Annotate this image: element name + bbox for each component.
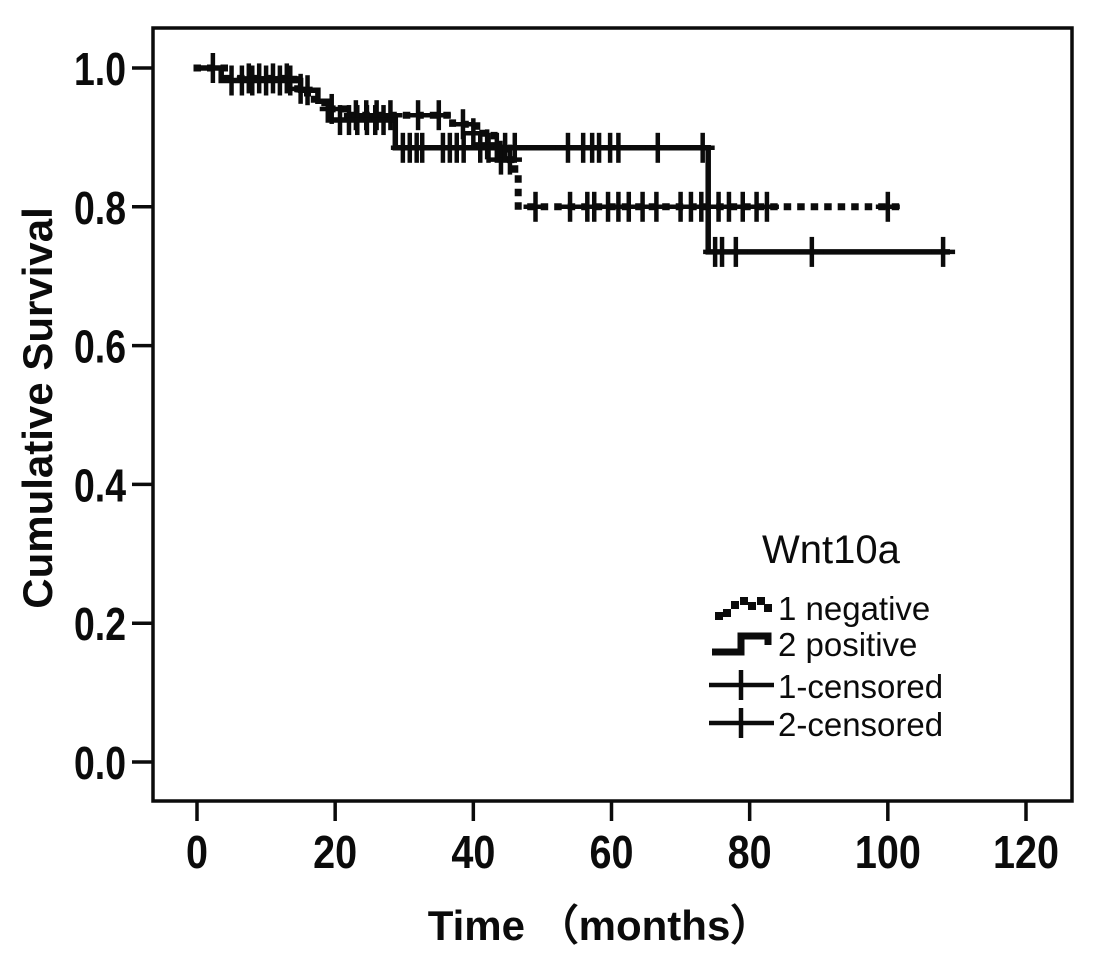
legend-glyph-solid-step [712,632,772,656]
y-axis-title: Cumulative Survival [14,207,61,608]
series-censors-2-positive [219,65,956,267]
x-tick-label: 60 [589,826,633,878]
legend-glyph-dotted-step [731,601,739,609]
legend-item: 1-censored [709,668,943,705]
legend-item-label: 1-censored [778,668,943,705]
legend-glyph-dotted-step [764,604,772,612]
x-axis: 0 20 40 60 80 100 120 [186,801,1059,878]
legend-glyph-dotted-step [740,597,748,605]
x-tick-label: 120 [993,826,1059,878]
legend-item-label: 1 negative [778,590,930,627]
plot-border [151,26,1074,803]
y-tick-label: 0.6 [74,321,126,373]
legend-glyph-dotted-step [757,597,765,605]
x-tick-label: 80 [728,826,772,878]
x-tick-label: 100 [855,826,921,878]
legend-item: 1 negative [715,590,930,627]
legend-title: Wnt10a [762,528,901,572]
legend-glyph-dotted-step [748,602,756,610]
legend-glyph-dotted-step [723,609,731,617]
legend-item-label: 2-censored [778,706,943,743]
legend-item: 2-censored [709,706,943,743]
y-tick-label: 0.0 [74,737,126,789]
legend-glyph-dotted-step [715,612,723,620]
series-line-1-negative [193,64,906,211]
y-tick-label: 0.8 [74,182,126,234]
y-tick-label: 0.2 [74,598,126,650]
x-tick-label: 40 [451,826,495,878]
y-axis: 1.0 0.8 0.6 0.4 0.2 0.0 [74,43,153,789]
x-tick-label: 0 [186,826,208,878]
y-tick-label: 1.0 [74,43,126,95]
legend-item-label: 2 positive [778,626,917,663]
x-axis-title: Time （months） [428,902,773,949]
x-tick-label: 20 [313,826,357,878]
y-tick-label: 0.4 [74,459,126,511]
series-2-positive [197,65,956,267]
plot-root: 0 20 40 60 80 100 120 1.0 0.8 0.6 0.4 0.2 0.0 1 negat… [74,26,1074,878]
legend-item: 2 positive [712,626,917,663]
